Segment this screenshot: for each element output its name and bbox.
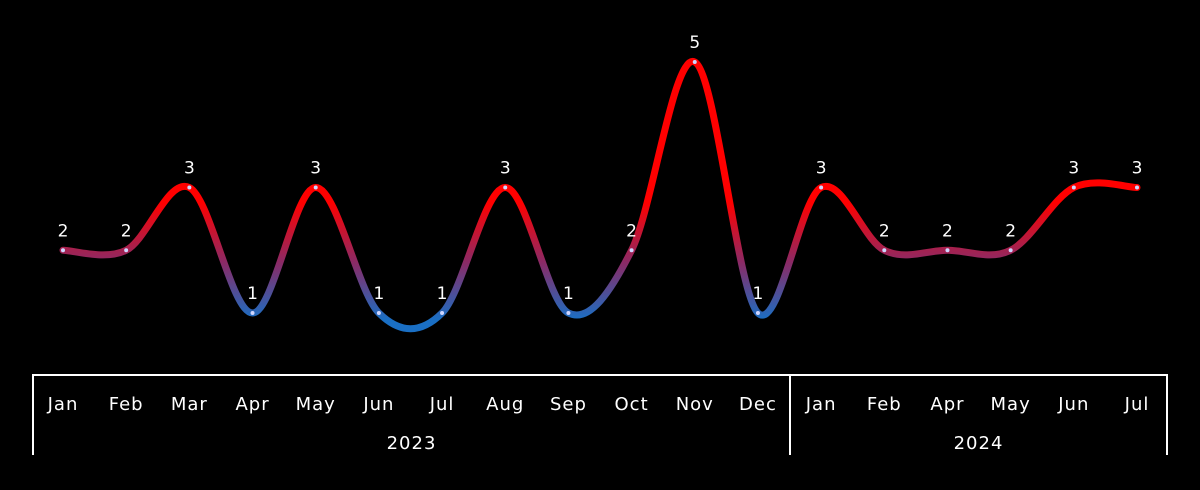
data-point-15 [1008,248,1013,253]
data-point-1 [124,248,129,253]
data-point-12 [819,185,824,190]
group-label-2024: 2024 [954,433,1004,454]
data-point-3 [250,311,255,315]
data-label-3: 1 [247,284,258,304]
x-tick-label-14: Apr [930,394,964,415]
data-label-6: 1 [437,284,448,304]
x-tick-label-0: Jan [47,394,79,415]
x-tick-label-4: May [296,394,336,415]
x-tick-label-11: Dec [739,394,777,415]
x-tick-label-1: Feb [109,394,144,415]
data-label-7: 3 [500,159,511,179]
data-point-5 [376,311,381,315]
x-tick-label-13: Feb [867,394,902,415]
data-point-17 [1135,185,1139,190]
data-label-10: 5 [689,33,700,53]
data-label-13: 2 [879,221,890,241]
x-tick-label-12: Jan [805,394,837,415]
data-label-2: 3 [184,159,195,179]
data-label-8: 1 [563,284,574,304]
x-tick-label-16: Jun [1057,394,1089,415]
x-tick-label-3: Apr [235,394,269,415]
data-point-11 [755,311,760,315]
data-label-1: 2 [121,221,132,241]
data-label-12: 3 [816,159,827,179]
data-points [61,60,1139,315]
data-point-16 [1071,185,1076,190]
x-tick-label-6: Jul [429,394,455,415]
x-axis [32,374,1168,455]
x-tick-label-9: Oct [615,394,649,415]
group-label-2023: 2023 [387,433,437,454]
data-point-9 [629,248,634,253]
data-point-2 [187,185,192,190]
data-label-9: 2 [626,221,637,241]
data-label-16: 3 [1068,159,1079,179]
drop-lines [62,62,1138,375]
x-tick-label-8: Sep [550,394,587,415]
data-point-6 [440,311,445,315]
data-label-15: 2 [1005,221,1016,241]
data-point-10 [692,60,697,64]
data-point-4 [313,185,318,190]
data-label-5: 1 [373,284,384,304]
data-label-17: 3 [1132,159,1143,179]
series-line [59,58,1141,332]
x-tick-label-7: Aug [486,394,524,415]
data-label-4: 3 [310,159,321,179]
data-label-14: 2 [942,221,953,241]
data-label-0: 2 [58,221,69,241]
data-label-11: 1 [753,284,764,304]
year-group-labels: 2023 2024 [387,433,1004,454]
data-point-8 [566,311,571,315]
x-tick-label-5: Jun [362,394,394,415]
data-point-13 [882,248,887,253]
data-point-0 [61,248,65,253]
x-tick-label-15: May [991,394,1031,415]
x-tick-labels: Jan Feb Mar Apr May Jun Jul Aug Sep Oct Nov Dec Jan F… [47,394,1150,415]
data-labels: 2 2 3 1 3 1 1 3 1 2 5 1 3 2 2 2 3 3 [58,33,1143,304]
x-tick-label-2: Mar [171,394,208,415]
data-point-7 [503,185,508,190]
data-point-14 [945,248,950,253]
x-tick-label-17: Jul [1124,394,1150,415]
x-tick-label-10: Nov [676,394,714,415]
